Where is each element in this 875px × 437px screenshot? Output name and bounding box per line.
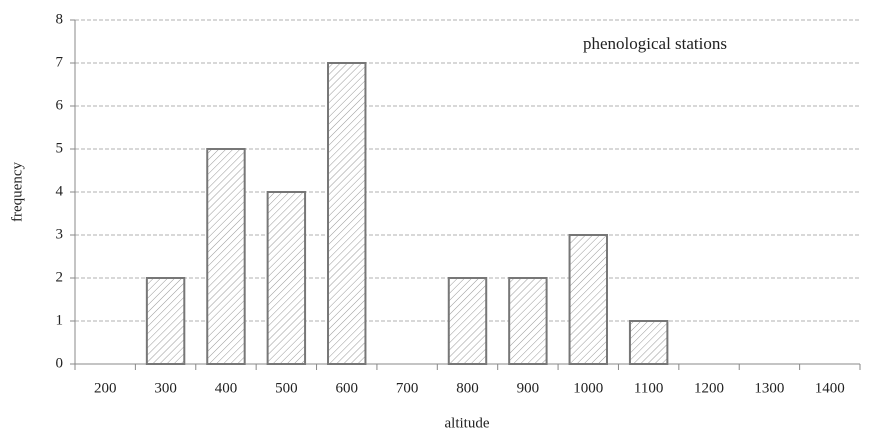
y-tick-label: 5 <box>56 140 64 156</box>
x-tick-label: 1100 <box>634 380 663 396</box>
bar <box>628 320 669 365</box>
x-tick-label: 300 <box>154 380 177 396</box>
x-tick-label: 1300 <box>754 380 784 396</box>
bar <box>145 277 186 365</box>
x-tick-label: 1400 <box>815 380 845 396</box>
y-tick-label: 0 <box>56 355 64 371</box>
x-tick-label: 500 <box>275 380 298 396</box>
x-tick-label: 600 <box>335 380 358 396</box>
bar <box>327 62 367 365</box>
x-tick-label: 400 <box>215 380 238 396</box>
x-axis-label: altitude <box>445 415 490 431</box>
y-tick-label: 8 <box>56 11 64 27</box>
x-tick-label: 700 <box>396 380 419 396</box>
y-tick-label: 4 <box>56 183 64 199</box>
y-tick-label: 3 <box>56 226 64 242</box>
x-tick-label: 900 <box>517 380 540 396</box>
bar <box>447 277 488 365</box>
y-axis-label: frequency <box>9 162 25 222</box>
y-tick-label: 6 <box>56 97 64 113</box>
y-tick-label: 2 <box>56 269 64 285</box>
x-tick-label: 1000 <box>573 380 603 396</box>
x-tick-label: 800 <box>456 380 479 396</box>
bar <box>206 148 246 365</box>
annotation: phenological stations <box>583 34 727 53</box>
x-tick-label: 1200 <box>694 380 724 396</box>
y-tick-label: 7 <box>56 54 64 70</box>
x-tick-label: 200 <box>94 380 117 396</box>
bar <box>266 191 307 365</box>
y-tick-label: 1 <box>56 312 64 328</box>
bar <box>568 234 608 365</box>
bar <box>508 277 548 365</box>
